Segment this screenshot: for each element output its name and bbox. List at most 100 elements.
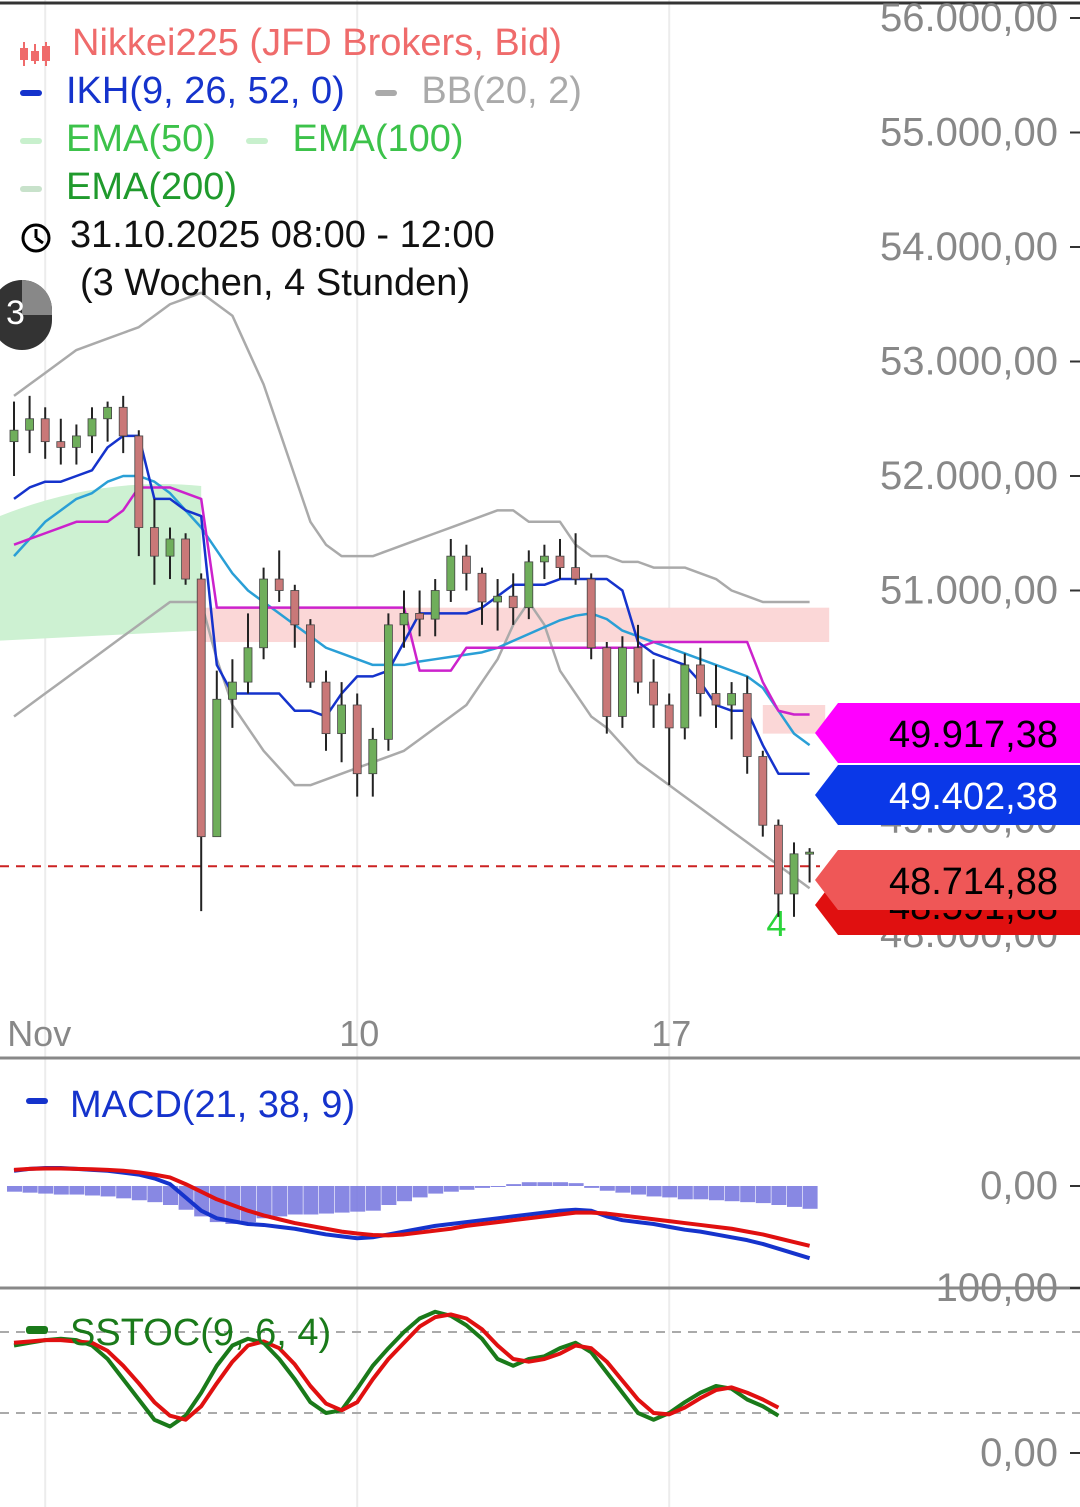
candle-body <box>493 595 503 603</box>
legend-period: (3 Wochen, 4 Stunden) <box>80 262 470 305</box>
macd-histogram-bar <box>615 1186 631 1193</box>
y-tick-label: 55.000,00 <box>880 111 1058 155</box>
cloud-green <box>0 484 202 641</box>
candle-body <box>165 538 175 557</box>
legend-ema: EMA(50) EMA(100) <box>20 118 464 161</box>
candle-body <box>430 590 440 620</box>
candle-body <box>633 647 643 683</box>
candlesticks <box>9 395 814 917</box>
y-tick-label: 53.000,00 <box>880 340 1058 384</box>
macd-histogram-bar <box>584 1186 600 1188</box>
macd-panel: 0,00 MACD(21, 38, 9) <box>7 1084 1080 1261</box>
candle-body <box>415 613 425 620</box>
legend-ema200: EMA(200) <box>20 166 237 209</box>
kijun-line <box>13 486 810 716</box>
candle-body <box>305 624 315 683</box>
macd-histogram-bar <box>334 1186 350 1213</box>
candle-body <box>399 613 409 626</box>
candle-body <box>727 693 736 706</box>
candle-body <box>774 824 783 895</box>
price-tag-label: 49.917,38 <box>889 714 1058 756</box>
x-tick-label: Nov <box>7 1013 71 1054</box>
macd-line <box>13 1165 811 1261</box>
macd-histogram-bar <box>553 1182 568 1186</box>
macd-histogram-bar <box>599 1186 615 1191</box>
ichimoku-cloud <box>0 484 830 734</box>
macd-histogram-bar <box>22 1186 38 1193</box>
macd-histogram-bar <box>287 1186 303 1215</box>
candle-body <box>602 647 612 717</box>
y-tick-label: 52.000,00 <box>880 454 1058 498</box>
bb-swatch <box>375 89 398 96</box>
layer-count-badge[interactable]: 3 <box>0 280 52 350</box>
candle-body <box>87 418 97 437</box>
macd-swatch <box>26 1098 48 1104</box>
price-tag-label: 48.714,88 <box>889 861 1058 903</box>
price-tag: 49.917,38 <box>815 703 1080 763</box>
macd-histogram-bar <box>521 1182 537 1186</box>
time-range: 31.10.2025 08:00 - 12:00 <box>70 214 495 256</box>
candlestick-icon <box>20 33 52 66</box>
macd-histogram-bar <box>256 1186 272 1219</box>
legend-instrument: Nikkei225 (JFD Brokers, Bid) <box>20 22 562 66</box>
macd-histogram-bar <box>490 1186 506 1187</box>
ikh-swatch <box>20 89 42 96</box>
candle-body <box>758 756 768 826</box>
price-tag: 49.402,38 <box>815 765 1080 825</box>
bb-upper-line <box>13 291 810 604</box>
macd-histogram-bar <box>631 1186 646 1195</box>
stoch-swatch <box>26 1326 48 1334</box>
candle-body <box>25 418 35 431</box>
macd-histogram-bar <box>443 1186 459 1192</box>
ema200-label: EMA(200) <box>66 166 238 208</box>
period-label: (3 Wochen, 4 Stunden) <box>80 262 471 304</box>
candle-body <box>56 441 66 448</box>
candle-body <box>181 538 191 580</box>
macd-histogram-bar <box>428 1186 444 1194</box>
pattern-annotation: 4 <box>766 903 786 944</box>
legend-ikh-bb: IKH(9, 26, 52, 0) BB(20, 2) <box>20 70 582 113</box>
macd-histogram-bar <box>724 1186 740 1202</box>
candle-body <box>149 527 159 557</box>
macd-histogram-bar <box>69 1186 85 1195</box>
macd-histogram-bar <box>740 1186 756 1203</box>
candle-body <box>321 681 331 735</box>
indicator-lines: 4 <box>0 291 820 944</box>
x-tick-label: 17 <box>651 1013 691 1054</box>
y-tick-label: 54.000,00 <box>880 225 1058 269</box>
stoch-title: SSTOC(9, 6, 4) <box>70 1312 331 1354</box>
y-tick-label: 100,00 <box>936 1266 1058 1310</box>
macd-histogram-bar <box>7 1186 22 1192</box>
candle-body <box>461 555 471 574</box>
macd-histogram-bar <box>85 1186 100 1196</box>
candle-body <box>72 435 81 448</box>
bb-lower-line <box>13 600 811 890</box>
macd-histogram-bar <box>475 1186 490 1188</box>
candle-body <box>274 578 284 591</box>
macd-title: MACD(21, 38, 9) <box>70 1084 355 1126</box>
macd-histogram-bar <box>568 1183 584 1186</box>
candle-body <box>711 693 721 706</box>
candle-body <box>446 555 456 591</box>
price-tag-shape <box>815 703 1080 763</box>
macd-histogram-bar <box>787 1186 802 1207</box>
ema50-swatch <box>20 137 42 144</box>
macd-histogram-bar <box>709 1186 724 1201</box>
y-tick-label: 0,00 <box>980 1431 1058 1475</box>
macd-histogram-bar <box>209 1186 225 1223</box>
macd-histogram-bar <box>350 1186 366 1212</box>
legend-time: 31.10.2025 08:00 - 12:00 <box>20 214 495 257</box>
tenkan-line <box>13 434 810 775</box>
instrument-title: Nikkei225 (JFD Brokers, Bid) <box>72 22 562 64</box>
macd-histogram-bar <box>771 1186 787 1205</box>
candle-body <box>805 851 814 855</box>
macd-histogram-bar <box>53 1186 69 1195</box>
ema100-swatch <box>246 137 269 144</box>
macd-histogram-bar <box>303 1186 319 1215</box>
candle-body <box>259 578 269 649</box>
cloud-red <box>201 607 830 643</box>
macd-histogram-bar <box>100 1186 116 1197</box>
ikh-label: IKH(9, 26, 52, 0) <box>66 70 345 112</box>
badge-number: 3 <box>6 294 25 332</box>
